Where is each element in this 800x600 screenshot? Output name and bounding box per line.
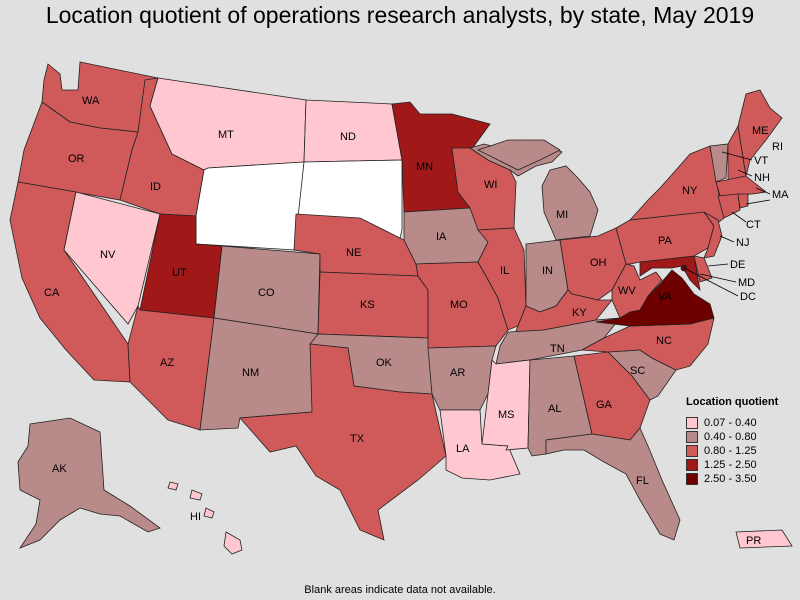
legend-title: Location quotient (686, 396, 779, 408)
legend-item: 1.25 - 2.50 (686, 458, 796, 472)
state-mi-lower[interactable] (541, 165, 599, 241)
label-ks: KS (360, 299, 375, 311)
label-ut: UT (172, 267, 187, 279)
state-vt[interactable] (709, 143, 729, 183)
label-nj: NJ (736, 237, 749, 249)
label-ia: IA (436, 231, 447, 243)
label-nm: NM (242, 367, 259, 379)
label-de: DE (730, 259, 745, 271)
label-ky: KY (572, 307, 587, 319)
legend-label: 2.50 - 3.50 (704, 473, 757, 485)
state-ak[interactable] (17, 417, 161, 549)
label-hi: HI (190, 511, 201, 523)
label-tn: TN (550, 343, 565, 355)
label-ne: NE (346, 247, 361, 259)
state-hi-4[interactable] (167, 481, 179, 491)
state-wv[interactable] (611, 263, 663, 319)
legend-swatch (686, 445, 698, 457)
state-il[interactable] (477, 227, 527, 331)
legend-label: 0.80 - 1.25 (704, 445, 757, 457)
state-hi-3[interactable] (189, 489, 203, 501)
legend-swatch (686, 431, 698, 443)
state-ri[interactable] (737, 193, 749, 209)
label-in: IN (542, 265, 553, 277)
label-mo: MO (450, 299, 468, 311)
label-wv: WV (618, 285, 636, 297)
label-pa: PA (658, 235, 673, 247)
legend-label: 1.25 - 2.50 (704, 459, 757, 471)
label-ga: GA (596, 399, 613, 411)
state-pr[interactable] (735, 529, 793, 549)
label-dc: DC (740, 291, 756, 303)
label-ca: CA (44, 287, 60, 299)
label-ri: RI (772, 141, 783, 153)
legend-item: 0.40 - 0.80 (686, 430, 796, 444)
label-ms: MS (498, 409, 515, 421)
label-ct: CT (746, 219, 761, 231)
label-oh: OH (590, 257, 607, 269)
state-nc[interactable] (580, 317, 715, 371)
state-md[interactable] (639, 255, 701, 292)
label-mn: MN (416, 161, 433, 173)
label-or: OR (68, 153, 85, 165)
label-nh: NH (754, 172, 770, 184)
legend-item: 2.50 - 3.50 (686, 472, 796, 486)
legend-swatch (686, 473, 698, 485)
state-ar[interactable] (427, 345, 497, 411)
state-wy[interactable] (195, 161, 305, 251)
state-fl[interactable] (545, 427, 681, 541)
label-va: VA (658, 291, 673, 303)
state-me[interactable] (737, 89, 783, 177)
state-ct[interactable] (717, 193, 741, 219)
label-il: IL (500, 265, 509, 277)
legend-swatch (686, 459, 698, 471)
state-hi-2[interactable] (203, 507, 215, 519)
label-la: LA (456, 443, 470, 455)
label-mt: MT (218, 129, 234, 141)
legend-swatch (686, 417, 698, 429)
label-wa: WA (82, 95, 100, 107)
label-ma: MA (772, 189, 789, 201)
legend-label: 0.40 - 0.80 (704, 431, 757, 443)
label-md: MD (738, 277, 755, 289)
state-nj[interactable] (703, 211, 723, 259)
label-tx: TX (350, 433, 365, 445)
label-fl: FL (636, 475, 649, 487)
state-nv[interactable] (63, 191, 161, 325)
label-az: AZ (160, 357, 174, 369)
label-sc: SC (630, 365, 645, 377)
label-ok: OK (376, 357, 393, 369)
state-tx[interactable] (239, 343, 447, 541)
label-nd: ND (340, 131, 356, 143)
label-co: CO (258, 287, 275, 299)
legend: Location quotient 0.07 - 0.40 0.40 - 0.8… (686, 396, 796, 486)
label-al: AL (548, 403, 561, 415)
label-id: ID (150, 181, 161, 193)
legend-item: 0.80 - 1.25 (686, 444, 796, 458)
legend-item: 0.07 - 0.40 (686, 416, 796, 430)
state-mi-upper[interactable] (476, 139, 561, 171)
label-mi: MI (556, 209, 568, 221)
label-pr: PR (746, 535, 761, 547)
label-me: ME (752, 125, 769, 137)
map-title: Location quotient of operations research… (45, 2, 755, 28)
label-ny: NY (682, 185, 698, 197)
state-hi-1[interactable] (223, 531, 243, 555)
label-nv: NV (100, 249, 116, 261)
label-vt: VT (754, 155, 768, 167)
label-wi: WI (484, 179, 497, 191)
state-ny[interactable] (629, 145, 725, 227)
label-ar: AR (450, 367, 465, 379)
label-nc: NC (656, 335, 672, 347)
label-ak: AK (52, 463, 67, 475)
footnote: Blank areas indicate data not available. (304, 584, 496, 596)
legend-label: 0.07 - 0.40 (704, 417, 757, 429)
state-la[interactable] (439, 409, 521, 481)
